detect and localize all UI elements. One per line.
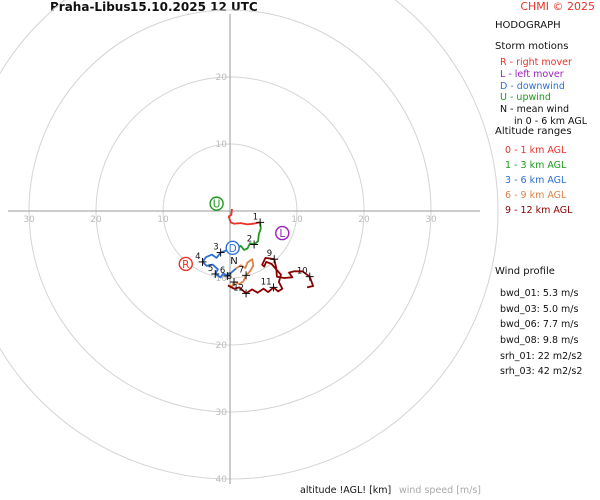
height-marker-2: 2 (247, 235, 259, 249)
tick-labels: 30 20 10 10 20 30 20 10 10 20 30 40 (23, 73, 437, 485)
storm-motion-L: L (275, 225, 290, 241)
altitude-range-4: 9 - 12 km AGL (505, 205, 573, 216)
height-label: 10 (297, 267, 308, 277)
height-marker-5: 5 (208, 264, 220, 278)
x-tick-label: 10 (291, 215, 303, 225)
wind-profile-title: Wind profile (495, 266, 555, 277)
height-label: 9 (267, 249, 272, 259)
x-tick-label: 20 (358, 215, 370, 225)
storm-motion-legend-4: N - mean wind (500, 104, 569, 116)
trace-segment-1 (227, 208, 261, 226)
storm-motion-N: N (230, 256, 237, 267)
storm-motion-legend-2: D - downwind (500, 80, 565, 92)
storm-motion-label: U (213, 199, 221, 211)
storm-motion-legend-0: R - right mover (500, 57, 572, 68)
storm-motion-legend-5: in 0 - 6 km AGL (514, 116, 588, 127)
trace-segment-3 (201, 245, 237, 279)
height-label: 4 (195, 252, 200, 262)
wind-profile-bwd-2: bwd_06: 7.7 m/s (500, 319, 579, 330)
y-tick-label: 10 (216, 274, 228, 284)
height-marker-3: 3 (213, 243, 225, 257)
height-marker-1: 1 (253, 212, 265, 227)
storm-motions-title: Storm motions (495, 41, 569, 52)
height-label: 5 (208, 264, 213, 274)
y-tick-label: 40 (216, 475, 228, 485)
height-marker-12: 12 (233, 283, 251, 298)
altitude-range-0: 0 - 1 km AGL (505, 145, 567, 156)
height-marker-4: 4 (195, 252, 207, 266)
storm-motion-D: D (225, 240, 240, 256)
x-tick-label: 20 (90, 215, 102, 225)
height-label: 1 (253, 212, 258, 222)
height-marker-6: 6 (220, 266, 232, 280)
storm-motion-U: U (209, 196, 224, 211)
y-tick-label: 10 (216, 140, 228, 150)
storm-motion-label: L (279, 228, 285, 240)
storm-motion-label: R (182, 259, 189, 271)
height-marker-8: 8 (227, 272, 239, 287)
altitude-unit-label: altitude !AGL! [km] (300, 485, 392, 496)
wind-profile-bwd-0: bwd_01: 5.3 m/s (500, 288, 579, 299)
height-label: 3 (213, 243, 218, 253)
storm-motion-R: R (178, 256, 193, 272)
height-label: 12 (233, 283, 244, 293)
copyright: CHMI © 2025 (520, 0, 595, 13)
wind-profile-srh-1: srh_03: 42 m2/s2 (500, 365, 583, 377)
station-name: Praha-Libus (50, 0, 131, 14)
altitude-range-2: 3 - 6 km AGL (505, 175, 567, 186)
wind-profile-bwd-1: bwd_03: 5.0 m/s (500, 303, 579, 315)
height-label: 11 (261, 277, 272, 287)
storm-motion-legend-3: U - upwind (500, 92, 551, 104)
altitude-range-3: 6 - 9 km AGL (505, 190, 567, 201)
x-tick-label: 30 (23, 215, 35, 225)
storm-motion-markers: U L D R N (178, 196, 290, 272)
wind-speed-unit-label: wind speed [m/s] (399, 485, 482, 496)
height-label: 6 (220, 266, 225, 276)
altitude-range-1: 1 - 3 km AGL (505, 160, 567, 171)
y-tick-label: 20 (216, 341, 228, 351)
height-marker-9: 9 (267, 249, 279, 264)
height-marker-11: 11 (261, 277, 278, 292)
x-tick-label: 10 (157, 215, 169, 225)
storm-motion-label: N (230, 256, 237, 267)
wind-profile-bwd-3: bwd_08: 9.8 m/s (500, 334, 579, 346)
trace-segment-5 (227, 256, 315, 295)
legend-title: HODOGRAPH (495, 20, 561, 31)
wind-profile-srh-0: srh_01: 22 m2/s2 (500, 351, 583, 362)
height-label: 8 (227, 272, 232, 282)
storm-motion-label: D (229, 243, 237, 255)
y-tick-label: 20 (216, 73, 228, 83)
y-tick-label: 30 (216, 408, 228, 418)
altitude-ranges-title: Altitude ranges (495, 126, 572, 137)
storm-motion-legend-1: L - left mover (500, 68, 564, 80)
height-marker-7: 7 (239, 265, 251, 280)
height-label: 7 (239, 265, 244, 275)
height-marker-10: 10 (297, 267, 314, 281)
x-tick-label: 30 (425, 215, 437, 225)
height-label: 2 (247, 235, 252, 245)
